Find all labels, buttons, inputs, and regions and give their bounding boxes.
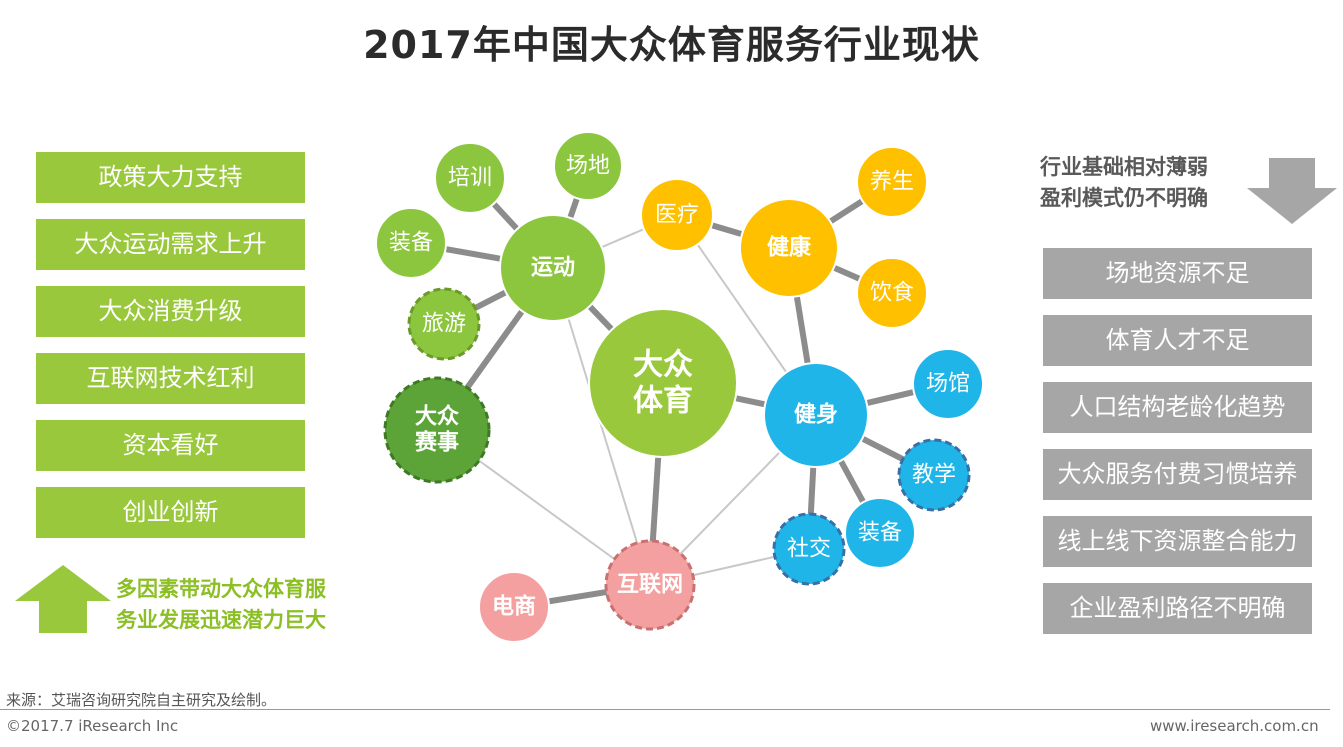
growth-note-line-1: 多因素带动大众体育服 <box>116 577 326 601</box>
node-peixun: 培训 <box>434 142 506 214</box>
source-note: 来源：艾瑞咨询研究院自主研究及绘制。 <box>6 691 277 709</box>
node-circle-jiankang <box>739 198 839 298</box>
issue-venue-shortage: 场地资源不足 <box>1043 248 1312 299</box>
node-circle-changguan <box>912 348 984 420</box>
node-label-jiaoxue: 教学 <box>912 463 956 488</box>
node-circle-dianshang <box>478 571 550 643</box>
factor-entrepreneurship: 创业创新 <box>36 487 305 538</box>
factor-capital-optimism: 资本看好 <box>36 420 305 471</box>
node-circle-shejiao <box>772 512 846 586</box>
node-yiliao: 医疗 <box>640 178 714 252</box>
node-circle-jianshen <box>763 362 869 468</box>
node-circle-yiliao <box>640 178 714 252</box>
issue-talent-shortage: 体育人才不足 <box>1043 315 1312 366</box>
node-label-zhuangbei2: 装备 <box>858 521 902 546</box>
node-circle-changdi <box>553 131 623 201</box>
node-label-yiliao: 医疗 <box>655 203 699 228</box>
node-changguan: 场馆 <box>912 348 984 420</box>
node-center: 大众体育 <box>588 308 738 458</box>
node-label-yinshi: 饮食 <box>870 281 914 306</box>
node-label-shejiao: 社交 <box>787 537 831 562</box>
factor-policy-support: 政策大力支持 <box>36 152 305 203</box>
issue-profit-path-unclear: 企业盈利路径不明确 <box>1043 583 1312 634</box>
factor-consumption-upgrade: 大众消费升级 <box>36 286 305 337</box>
node-yundong: 运动 <box>499 214 607 322</box>
node-label-lvyou: 旅游 <box>422 312 466 337</box>
up-arrow-icon <box>15 565 111 633</box>
node-label-changdi: 场地 <box>566 154 610 179</box>
node-zhuangbei2: 装备 <box>844 497 916 569</box>
page-title: 2017年中国大众体育服务行业现状 <box>363 23 980 67</box>
node-circle-saishi <box>383 376 491 484</box>
node-label-peixun: 培训 <box>448 166 492 191</box>
website-url: www.iresearch.com.cn <box>1150 717 1319 735</box>
node-yinshi: 饮食 <box>856 257 928 329</box>
node-label-center: 体育 <box>633 384 693 419</box>
node-zhuangbei1: 装备 <box>375 207 447 279</box>
node-lvyou: 旅游 <box>407 287 481 361</box>
node-jianshen: 健身 <box>763 362 869 468</box>
growth-note: 多因素带动大众体育服 务业发展迅速潜力巨大 <box>116 574 326 636</box>
node-label-saishi: 赛事 <box>414 430 459 456</box>
node-label-yundong: 运动 <box>531 256 575 281</box>
node-circle-lvyou <box>407 287 481 361</box>
issue-aging-population: 人口结构老龄化趋势 <box>1043 382 1312 433</box>
node-shejiao: 社交 <box>772 512 846 586</box>
node-yangsheng: 养生 <box>856 146 928 218</box>
issue-payment-habit: 大众服务付费习惯培养 <box>1043 449 1312 500</box>
factor-sports-demand: 大众运动需求上升 <box>36 219 305 270</box>
node-circle-yangsheng <box>856 146 928 218</box>
node-label-jiankang: 健康 <box>767 235 812 261</box>
weakness-note-line-1: 行业基础相对薄弱 <box>1040 155 1208 179</box>
copyright: ©2017.7 iResearch Inc <box>6 717 179 735</box>
node-circle-jiaoxue <box>897 438 971 512</box>
weakness-note-line-2: 盈利模式仍不明确 <box>1040 186 1208 210</box>
node-label-zhuangbei1: 装备 <box>389 231 433 256</box>
node-dianshang: 电商 <box>478 571 550 643</box>
growth-note-line-2: 务业发展迅速潜力巨大 <box>116 608 326 632</box>
node-circle-peixun <box>434 142 506 214</box>
node-jiaoxue: 教学 <box>897 438 971 512</box>
node-label-saishi: 大众 <box>415 404 459 429</box>
node-circle-zhuangbei1 <box>375 207 447 279</box>
node-label-yangsheng: 养生 <box>870 170 914 195</box>
footer-divider <box>0 709 1330 710</box>
node-circle-hulianwang <box>604 539 696 631</box>
factor-internet-dividend: 互联网技术红利 <box>36 353 305 404</box>
node-circle-yinshi <box>856 257 928 329</box>
node-label-dianshang: 电商 <box>492 594 536 620</box>
node-jiankang: 健康 <box>739 198 839 298</box>
node-label-changguan: 场馆 <box>926 372 970 397</box>
node-label-jianshen: 健身 <box>794 402 838 428</box>
weakness-note: 行业基础相对薄弱 盈利模式仍不明确 <box>1040 152 1208 214</box>
node-hulianwang: 互联网 <box>604 539 696 631</box>
node-label-center: 大众 <box>633 348 693 383</box>
node-label-hulianwang: 互联网 <box>617 573 683 598</box>
link-weak-yundong-hulianwang <box>552 267 651 586</box>
node-changdi: 场地 <box>553 131 623 201</box>
node-circle-center <box>588 308 738 458</box>
down-arrow-icon <box>1247 158 1337 224</box>
node-circle-zhuangbei2 <box>844 497 916 569</box>
issue-online-offline-integration: 线上线下资源整合能力 <box>1043 516 1312 567</box>
node-circle-yundong <box>499 214 607 322</box>
